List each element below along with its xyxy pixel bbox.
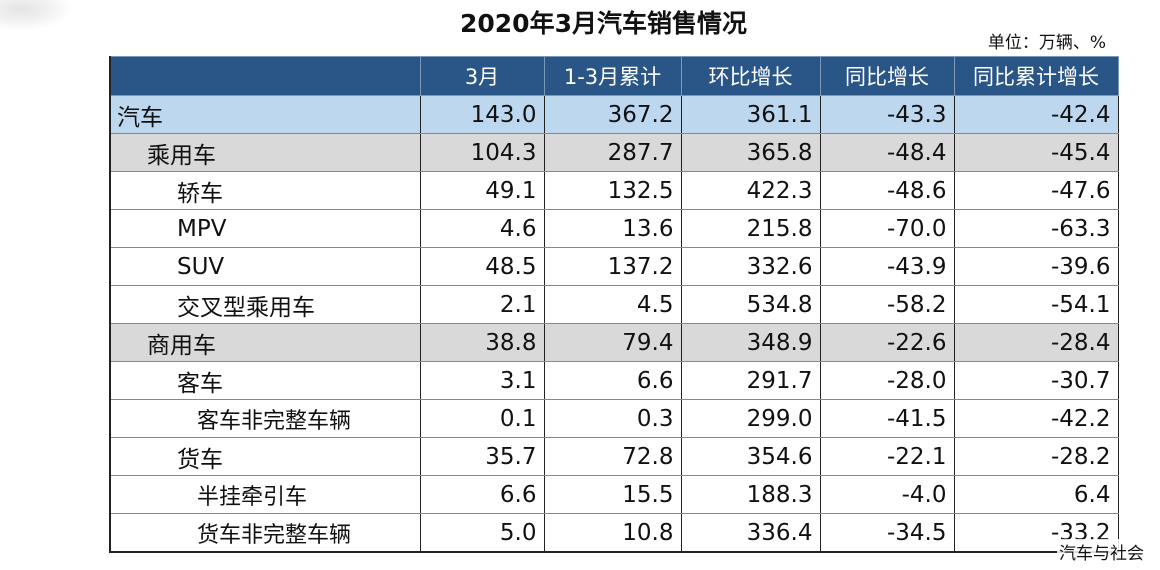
header-category <box>109 56 421 96</box>
row-label: 交叉型乘用车 <box>109 285 421 324</box>
mom-growth-value: 422.3 <box>681 171 821 210</box>
yoy-growth-value: -4.0 <box>820 475 955 514</box>
table-row: 乘用车 104.3 287.7 365.8 -48.4 -45.4 <box>109 133 1119 172</box>
q1-cumulative-value: 6.6 <box>544 361 682 400</box>
table-row: 货车非完整车辆 5.0 10.8 336.4 -34.5 -33.2 <box>109 513 1119 553</box>
mom-growth-value: 348.9 <box>681 323 821 362</box>
march-value: 38.8 <box>420 323 545 362</box>
row-label: 乘用车 <box>109 133 421 172</box>
q1-cumulative-value: 15.5 <box>544 475 682 514</box>
yoy-growth-value: -34.5 <box>820 513 955 553</box>
mom-growth-value: 291.7 <box>681 361 821 400</box>
row-label: 客车 <box>109 361 421 400</box>
header-yoy-growth: 同比增长 <box>819 56 955 96</box>
yoy-cumulative-growth-value: 6.4 <box>954 475 1119 514</box>
table-body: 汽车 143.0 367.2 361.1 -43.3 -42.4 乘用车 104.3 287.7… <box>109 95 1119 553</box>
table-row: 轿车 49.1 132.5 422.3 -48.6 -47.6 <box>109 171 1119 210</box>
mom-growth-value: 215.8 <box>681 209 821 248</box>
march-value: 0.1 <box>420 399 545 438</box>
yoy-cumulative-growth-value: -47.6 <box>954 171 1119 210</box>
march-value: 3.1 <box>420 361 545 400</box>
q1-cumulative-value: 13.6 <box>544 209 682 248</box>
table-row: 客车 3.1 6.6 291.7 -28.0 -30.7 <box>109 361 1119 400</box>
q1-cumulative-value: 367.2 <box>544 95 682 134</box>
march-value: 49.1 <box>420 171 545 210</box>
march-value: 4.6 <box>420 209 545 248</box>
mom-growth-value: 354.6 <box>681 437 821 476</box>
row-label: 客车非完整车辆 <box>109 399 421 438</box>
table-row: 汽车 143.0 367.2 361.1 -43.3 -42.4 <box>109 95 1119 134</box>
table-header-row: 3月 1-3月累计 环比增长 同比增长 同比累计增长 <box>109 56 1119 96</box>
header-march: 3月 <box>419 56 545 96</box>
yoy-growth-value: -28.0 <box>820 361 955 400</box>
sales-table: 3月 1-3月累计 环比增长 同比增长 同比累计增长 汽车 143.0 367.2 3… <box>109 56 1119 553</box>
mom-growth-value: 336.4 <box>681 513 821 553</box>
yoy-growth-value: -22.1 <box>820 437 955 476</box>
table-row: 商用车 38.8 79.4 348.9 -22.6 -28.4 <box>109 323 1119 362</box>
mom-growth-value: 534.8 <box>681 285 821 324</box>
row-label: 汽车 <box>109 95 421 134</box>
mom-growth-value: 361.1 <box>681 95 821 134</box>
row-label: 半挂牵引车 <box>109 475 421 514</box>
header-q1-cumulative: 1-3月累计 <box>543 56 682 96</box>
table-row: SUV 48.5 137.2 332.6 -43.9 -39.6 <box>109 247 1119 286</box>
yoy-cumulative-growth-value: -42.2 <box>954 399 1119 438</box>
yoy-cumulative-growth-value: -42.4 <box>954 95 1119 134</box>
yoy-growth-value: -43.9 <box>820 247 955 286</box>
q1-cumulative-value: 79.4 <box>544 323 682 362</box>
yoy-cumulative-growth-value: -28.2 <box>954 437 1119 476</box>
yoy-cumulative-growth-value: -45.4 <box>954 133 1119 172</box>
yoy-growth-value: -22.6 <box>820 323 955 362</box>
unit-label: 单位：万辆、% <box>987 33 1106 53</box>
table-row: MPV 4.6 13.6 215.8 -70.0 -63.3 <box>109 209 1119 248</box>
row-label: MPV <box>109 209 421 248</box>
march-value: 5.0 <box>420 513 545 553</box>
march-value: 104.3 <box>420 133 545 172</box>
header-yoy-cumulative-growth: 同比累计增长 <box>953 56 1119 96</box>
q1-cumulative-value: 0.3 <box>544 399 682 438</box>
q1-cumulative-value: 72.8 <box>544 437 682 476</box>
q1-cumulative-value: 137.2 <box>544 247 682 286</box>
header-mom-growth: 环比增长 <box>680 56 821 96</box>
yoy-cumulative-growth-value: -39.6 <box>954 247 1119 286</box>
march-value: 35.7 <box>420 437 545 476</box>
row-label: SUV <box>109 247 421 286</box>
q1-cumulative-value: 132.5 <box>544 171 682 210</box>
yoy-growth-value: -58.2 <box>820 285 955 324</box>
yoy-growth-value: -70.0 <box>820 209 955 248</box>
yoy-cumulative-growth-value: -54.1 <box>954 285 1119 324</box>
yoy-growth-value: -43.3 <box>820 95 955 134</box>
march-value: 143.0 <box>420 95 545 134</box>
yoy-growth-value: -48.6 <box>820 171 955 210</box>
row-label: 货车 <box>109 437 421 476</box>
mom-growth-value: 188.3 <box>681 475 821 514</box>
table-row: 交叉型乘用车 2.1 4.5 534.8 -58.2 -54.1 <box>109 285 1119 324</box>
q1-cumulative-value: 287.7 <box>544 133 682 172</box>
march-value: 48.5 <box>420 247 545 286</box>
watermark: 汽车与社会 <box>1057 539 1146 564</box>
table-row: 货车 35.7 72.8 354.6 -22.1 -28.2 <box>109 437 1119 476</box>
row-label: 货车非完整车辆 <box>109 513 421 553</box>
table-row: 半挂牵引车 6.6 15.5 188.3 -4.0 6.4 <box>109 475 1119 514</box>
mom-growth-value: 299.0 <box>681 399 821 438</box>
march-value: 6.6 <box>420 475 545 514</box>
mom-growth-value: 365.8 <box>681 133 821 172</box>
corner-smudge <box>0 0 70 30</box>
q1-cumulative-value: 10.8 <box>544 513 682 553</box>
table-row: 客车非完整车辆 0.1 0.3 299.0 -41.5 -42.2 <box>109 399 1119 438</box>
mom-growth-value: 332.6 <box>681 247 821 286</box>
yoy-cumulative-growth-value: -63.3 <box>954 209 1119 248</box>
row-label: 轿车 <box>109 171 421 210</box>
q1-cumulative-value: 4.5 <box>544 285 682 324</box>
yoy-cumulative-growth-value: -30.7 <box>954 361 1119 400</box>
yoy-cumulative-growth-value: -28.4 <box>954 323 1119 362</box>
yoy-growth-value: -41.5 <box>820 399 955 438</box>
march-value: 2.1 <box>420 285 545 324</box>
page-title: 2020年3月汽车销售情况 <box>460 9 747 38</box>
row-label: 商用车 <box>109 323 421 362</box>
yoy-growth-value: -48.4 <box>820 133 955 172</box>
